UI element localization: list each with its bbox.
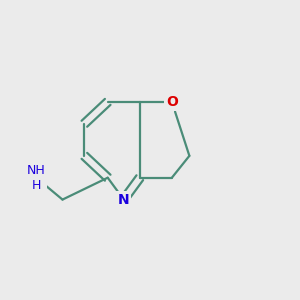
Text: O: O (166, 95, 178, 109)
Text: N: N (118, 193, 130, 207)
Text: NH
H: NH H (27, 164, 46, 192)
